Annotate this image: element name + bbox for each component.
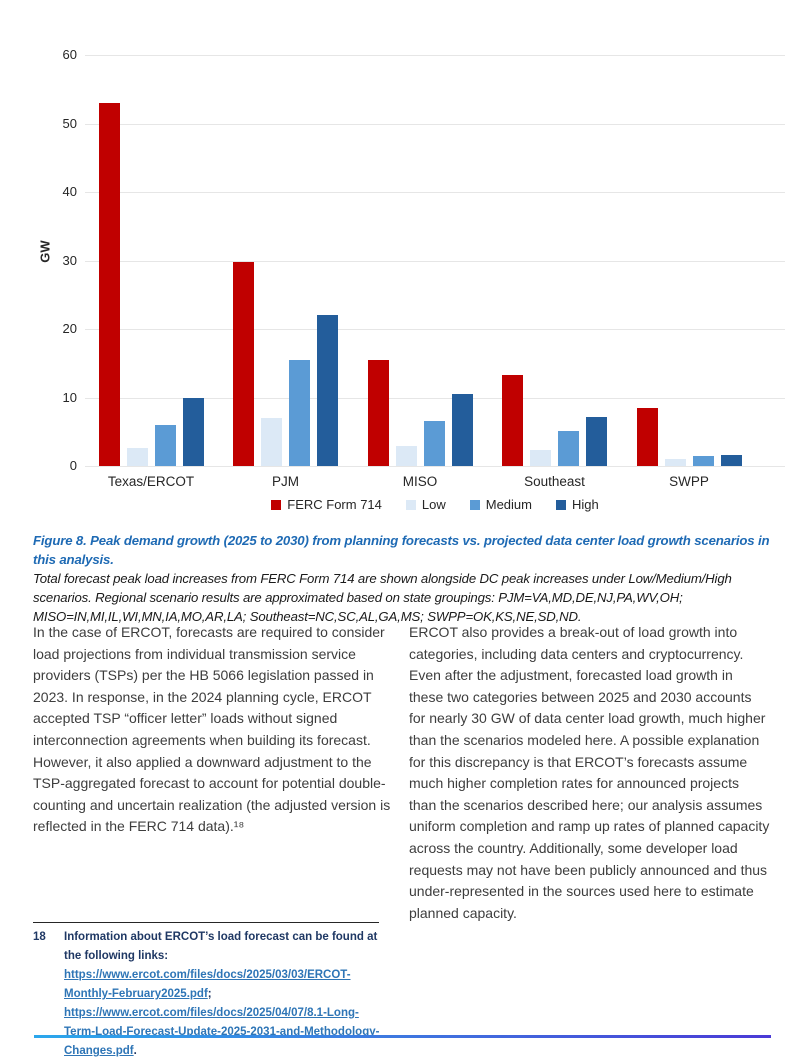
body-left-column: In the case of ERCOT, forecasts are requ… [33, 624, 391, 835]
peak-demand-growth-chart: GW 0 10 20 30 40 50 60 Texas/ERCOT PJM MISO Southe… [33, 45, 788, 519]
bar-high-swpp [720, 455, 742, 466]
gridline-30 [85, 260, 785, 262]
legend-item-medium: Medium [469, 497, 532, 512]
footnote-separator [33, 922, 379, 923]
legend-label: FERC Form 714 [287, 497, 382, 512]
y-tick-label-10: 10 [62, 389, 77, 405]
footnote-text-after: . [133, 1045, 137, 1057]
bar-ferc-form-714-miso [367, 359, 389, 466]
footnote-link-separator: ; [207, 988, 212, 1000]
legend-item-ferc-form-714: FERC Form 714 [271, 497, 382, 512]
footnote-link-1[interactable]: https://www.ercot.com/files/docs/2025/03… [64, 969, 351, 1000]
figure-caption-body: Total forecast peak load increases from … [33, 571, 732, 624]
bar-medium-swpp [692, 456, 714, 466]
gridline-20 [85, 329, 785, 330]
bar-low-miso [395, 446, 417, 466]
bar-medium-pjm [289, 359, 310, 466]
footnote-18: 18 Information about ERCOT’s load foreca… [33, 928, 385, 1061]
x-axis-label-miso: MISO [402, 474, 438, 489]
legend-swatch-icon [469, 499, 480, 510]
body-right-column: ERCOT also provides a break-out of load … [409, 624, 770, 921]
legend-label: High [572, 497, 599, 512]
bar-ferc-form-714-swpp [636, 407, 658, 466]
chart-legend: FERC Form 714 Low Medium High [85, 497, 785, 512]
y-tick-label-60: 60 [62, 47, 77, 62]
y-tick-label-0: 0 [69, 458, 77, 473]
y-tick-label-40: 40 [62, 184, 77, 199]
legend-item-low: Low [405, 497, 446, 512]
x-axis-label-swpp: SWPP [669, 474, 709, 489]
bar-ferc-form-714-pjm [233, 261, 254, 466]
chart-plot: 0 10 20 30 40 50 60 Texas/ERCOT PJM MISO Southeast… [63, 47, 785, 489]
legend-label: Medium [485, 497, 532, 512]
legend-swatch-icon [271, 499, 282, 510]
footnote-link-2[interactable]: https://www.ercot.com/files/docs/2025/04… [64, 1007, 380, 1057]
gridline-40 [85, 192, 785, 193]
legend-swatch-icon [556, 499, 566, 510]
bar-high-miso [451, 394, 473, 466]
bar-high-southeast [586, 417, 607, 466]
bar-ferc-form-714-texas-ercot [98, 102, 120, 466]
footnote-number: 18 [33, 931, 46, 943]
y-tick-label-30: 30 [62, 252, 77, 268]
gridline-10 [85, 397, 785, 399]
footnote-text-before: Information about ERCOT’s load forecast … [64, 931, 378, 962]
legend-item-high: High [556, 497, 599, 512]
legend-swatch-icon [405, 499, 416, 510]
figure-caption: Figure 8. Peak demand growth (2025 to 20… [33, 531, 781, 626]
bar-medium-southeast [558, 431, 579, 466]
bar-high-pjm [317, 315, 338, 466]
figure-caption-heading: Figure 8. Peak demand growth (2025 to 20… [33, 533, 770, 567]
bar-low-texas-ercot [126, 447, 148, 466]
gridline-0 [85, 466, 785, 467]
x-axis-label-texas-ercot: Texas/ERCOT [107, 474, 195, 489]
bar-low-pjm [261, 418, 282, 466]
bar-ferc-form-714-southeast [502, 374, 523, 466]
bar-medium-miso [423, 420, 445, 466]
legend-label: Low [421, 497, 446, 512]
gridline-60 [85, 55, 785, 56]
bar-medium-texas-ercot [154, 424, 176, 466]
footer-gradient-rule [34, 1035, 771, 1038]
bar-low-southeast [530, 450, 551, 466]
y-tick-label-50: 50 [62, 115, 77, 131]
x-axis-label-pjm: PJM [272, 474, 299, 489]
footnote-text: Information about ERCOT’s load forecast … [64, 928, 385, 1061]
bar-low-swpp [664, 459, 686, 466]
y-tick-label-20: 20 [62, 321, 77, 336]
bar-high-texas-ercot [182, 397, 204, 466]
gridline-50 [85, 123, 785, 125]
body-columns: In the case of ERCOT, forecasts are requ… [33, 622, 770, 924]
x-axis-label-southeast: Southeast [524, 474, 585, 489]
